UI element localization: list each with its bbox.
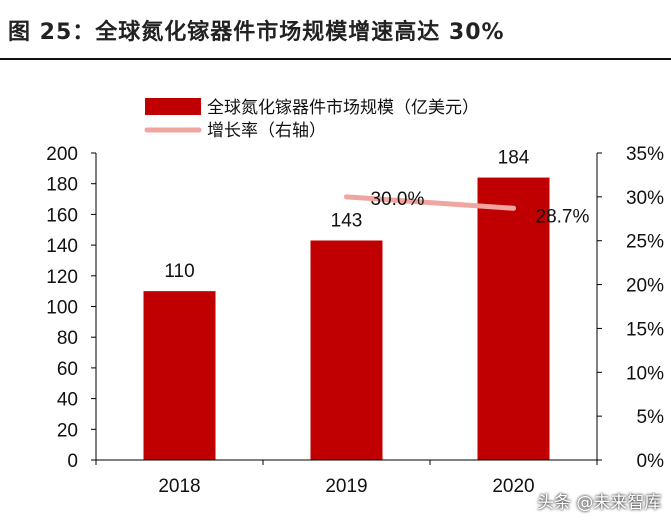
legend-label-bar: 全球氮化镓器件市场规模（亿美元）	[207, 98, 479, 118]
growth-line-path	[344, 194, 516, 211]
y-tick-label-left: 40	[57, 390, 78, 411]
y-tick-label-left: 100	[46, 298, 78, 319]
bar-label-2019: 143	[331, 210, 363, 231]
legend-label-line: 增长率（右轴）	[207, 121, 326, 141]
y-tick-label-left: 0	[67, 451, 78, 472]
y-tick-label-right: 35%	[626, 144, 664, 165]
bar-label-2020: 184	[498, 148, 530, 169]
x-tick-label-2018: 2018	[158, 476, 200, 497]
watermark: 头条 @未来智库	[537, 493, 662, 513]
y-tick-label-left: 120	[46, 267, 78, 288]
y-tick-label-left: 200	[46, 144, 78, 165]
x-tick-label-2020: 2020	[492, 476, 534, 497]
growth-label-2019: 30.0%	[371, 189, 425, 210]
y-tick-label-right: 10%	[626, 363, 664, 384]
y-tick-label-left: 80	[57, 328, 78, 349]
y-tick-label-right: 30%	[626, 188, 664, 209]
growth-label-2020: 28.7%	[536, 206, 590, 227]
figure-title: 图 25：全球氮化镓器件市场规模增速高达 30%	[8, 20, 505, 45]
growth-point-2019	[344, 194, 349, 200]
bar-2019	[310, 240, 383, 460]
y-tick-label-left: 60	[57, 359, 78, 380]
legend: 全球氮化镓器件市场规模（亿美元） 增长率（右轴）	[144, 98, 479, 141]
axes: 0 20 40 60 80 100 120 140 160 180 200 0% 5% 10% 15% 20%…	[46, 144, 664, 497]
y-tick-label-right: 25%	[626, 232, 664, 253]
growth-point-2020	[511, 205, 516, 211]
y-tick-label-left: 180	[46, 175, 78, 196]
growth-line	[344, 194, 516, 211]
y-tick-label-right: 15%	[626, 319, 664, 340]
bars	[143, 177, 550, 460]
bar-label-2018: 110	[164, 261, 194, 282]
legend-swatch-bar	[145, 98, 201, 115]
bar-2020	[477, 177, 550, 460]
title-divider	[0, 58, 671, 60]
y-tick-label-right: 5%	[637, 407, 665, 428]
y-tick-label-left: 140	[46, 236, 78, 257]
data-labels: 110 143 184 30.0% 28.7%	[164, 148, 589, 283]
y-tick-label-right: 0%	[637, 451, 665, 472]
y-tick-label-right: 20%	[626, 276, 664, 297]
y-tick-label-left: 160	[46, 205, 78, 226]
x-tick-label-2019: 2019	[325, 476, 367, 497]
bar-2018	[143, 291, 216, 460]
y-tick-label-left: 20	[57, 420, 78, 441]
